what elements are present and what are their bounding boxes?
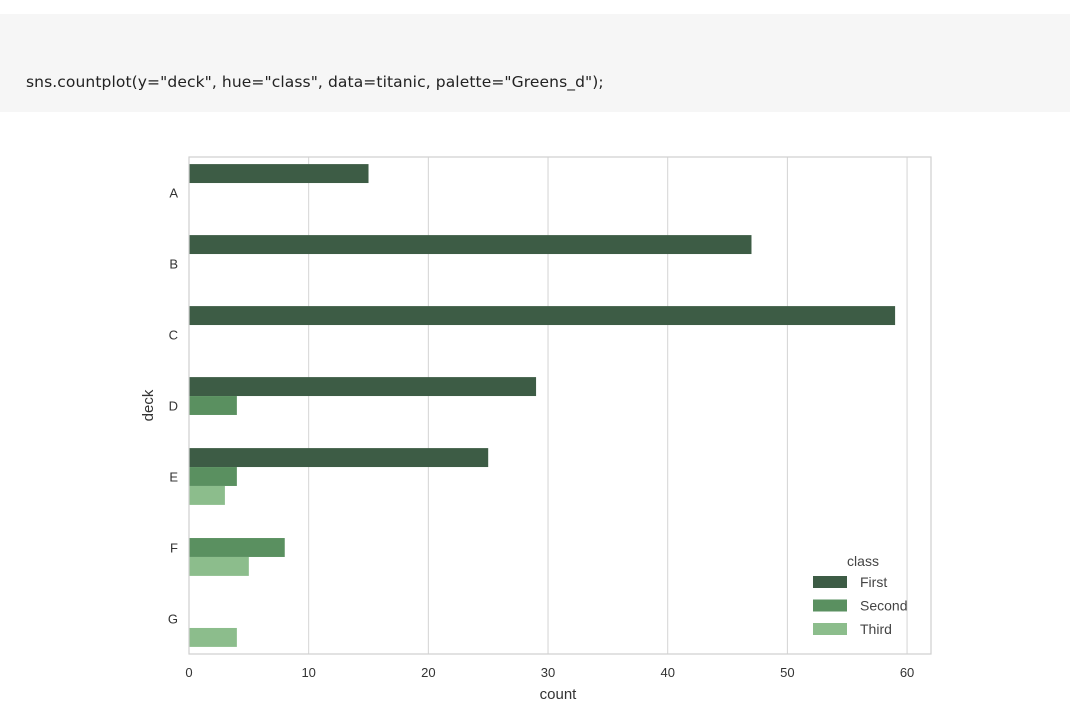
bar-E-first — [189, 448, 489, 468]
legend-swatch-third — [813, 623, 847, 635]
bar-C-first — [189, 306, 896, 326]
legend-title: class — [847, 553, 879, 569]
x-tick-label: 50 — [780, 665, 794, 680]
y-tick-label: F — [170, 541, 178, 556]
y-tick-label: G — [168, 612, 178, 627]
code-text: sns.countplot(y="deck", hue="class", dat… — [26, 73, 604, 91]
y-tick-label: A — [169, 186, 178, 201]
x-tick-label: 20 — [421, 665, 435, 680]
y-tick-label: C — [169, 328, 178, 343]
x-tick-label: 10 — [301, 665, 315, 680]
legend-swatch-first — [813, 576, 847, 588]
legend-label-third: Third — [860, 621, 892, 637]
y-axis-label: deck — [140, 389, 157, 421]
y-tick-label: E — [169, 470, 178, 485]
x-tick-label: 40 — [660, 665, 674, 680]
bar-D-first — [189, 377, 537, 397]
legend-swatch-second — [813, 599, 847, 612]
bar-F-third — [189, 556, 249, 576]
legend-label-second: Second — [860, 598, 907, 614]
x-tick-label: 60 — [900, 665, 914, 680]
bar-F-second — [189, 538, 285, 557]
bar-E-third — [189, 485, 225, 505]
x-tick-label: 30 — [541, 665, 555, 680]
y-tick-label: D — [169, 399, 178, 414]
bar-D-second — [189, 396, 237, 415]
x-tick-label: 0 — [185, 665, 192, 680]
bar-G-third — [189, 627, 237, 647]
bar-A-first — [189, 164, 369, 184]
legend-label-first: First — [860, 574, 887, 590]
x-axis-label: count — [540, 686, 578, 703]
legend: class First Second Third — [813, 553, 907, 637]
bar-B-first — [189, 235, 752, 255]
bar-E-second — [189, 467, 237, 486]
code-cell[interactable]: sns.countplot(y="deck", hue="class", dat… — [0, 14, 1070, 112]
y-tick-label: B — [169, 257, 178, 272]
plot-frame — [188, 156, 932, 655]
